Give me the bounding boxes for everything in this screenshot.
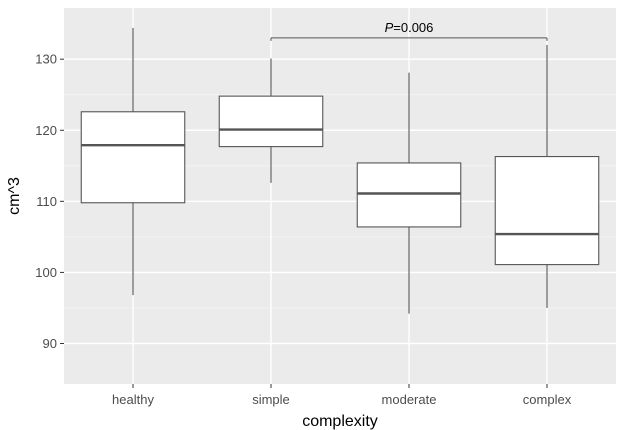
y-tick-label: 90 [43,336,57,351]
y-tick-label: 110 [36,194,57,209]
y-tick-label: 120 [35,123,57,138]
box-iqr [218,95,324,148]
x-tick-label: simple [252,392,290,407]
axes: 90 100 110 120 130 healthy simple moderate compl… [35,52,571,407]
p-value-label: P=0.006 [385,20,434,35]
x-tick-label: moderate [382,392,437,407]
box-healthy [80,27,186,296]
box-iqr [494,156,600,266]
boxes [80,27,600,314]
x-tick-label: healthy [112,392,154,407]
y-tick-label: 100 [35,265,57,280]
box-iqr [80,111,186,204]
y-tick-label: 130 [35,52,57,67]
box-simple [218,58,324,183]
box-iqr [356,162,462,228]
y-axis-title: cm^3 [6,177,23,215]
significance-annotation: P=0.006 [270,20,548,41]
x-tick-label: complex [523,392,572,407]
box-moderate [356,72,462,314]
box-complex [494,44,600,308]
x-axis-title: complexity [302,413,378,430]
